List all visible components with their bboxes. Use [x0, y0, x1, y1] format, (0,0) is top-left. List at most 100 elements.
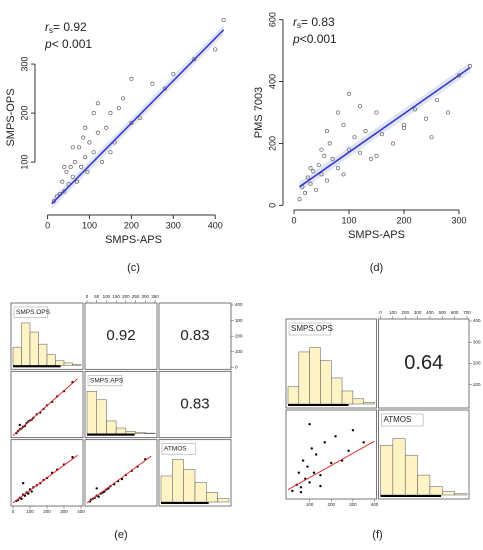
bottom-tick-label: 400: [371, 502, 379, 507]
point: [97, 495, 100, 498]
point: [291, 489, 294, 493]
x-tick-label: 300: [451, 215, 466, 225]
right-tick-label: 200: [235, 333, 243, 338]
point: [70, 145, 75, 150]
p-symbol: p: [44, 37, 52, 51]
top-tick-label: 200: [122, 294, 130, 299]
point: [335, 166, 341, 171]
hist-bar: [298, 351, 310, 405]
hist-bar: [172, 459, 184, 503]
x-tick-label: 100: [341, 215, 356, 225]
point: [308, 481, 311, 484]
point: [434, 98, 440, 103]
point: [301, 459, 305, 462]
hist-bar: [380, 444, 394, 496]
x-tick-label: 100: [82, 220, 97, 230]
top-tick-label: 350: [151, 294, 159, 299]
bottom-tick-label: 300: [349, 502, 357, 507]
x-tick-label: 200: [124, 220, 139, 230]
point: [71, 456, 74, 459]
top-tick-label: 200: [401, 310, 409, 315]
variable-label: SMPS.APS: [90, 377, 124, 384]
right-tick-label: 300: [235, 318, 243, 323]
stat-symbol: r: [293, 15, 298, 29]
x-axis-label: SMPS-APS: [105, 234, 162, 246]
hist-bar: [363, 402, 375, 405]
x-tick-label: 400: [208, 220, 223, 230]
rug: [13, 365, 61, 368]
y-axis-label: SMPS-OPS: [5, 88, 17, 146]
y-tick-label: 200: [19, 106, 29, 121]
point: [62, 189, 67, 194]
point: [390, 141, 396, 146]
hist-bar: [72, 364, 82, 366]
stat-subscript: s: [49, 26, 53, 35]
top-tick-label: 0: [379, 310, 382, 315]
top-tick-label: 100: [103, 294, 111, 299]
hist-bar: [194, 482, 207, 503]
point: [374, 153, 379, 158]
stat-symbol: r: [45, 20, 50, 34]
point: [221, 17, 226, 23]
point: [95, 130, 100, 135]
point: [79, 164, 84, 170]
correlation: 0.83: [180, 395, 209, 412]
hist-bar: [86, 391, 97, 434]
point: [362, 441, 365, 444]
point: [129, 120, 134, 125]
point: [347, 449, 350, 453]
y-tick-label: 0: [267, 203, 277, 208]
hist-bar: [454, 493, 468, 496]
variable-label: ATMOS: [164, 446, 187, 453]
point: [129, 76, 134, 81]
hist-bar: [135, 432, 146, 434]
p-value: < 0.001: [52, 37, 93, 51]
right-tick-label: 300: [473, 339, 481, 344]
top-tick-label: 500: [439, 310, 447, 315]
rug: [161, 502, 209, 504]
point: [299, 490, 303, 494]
point: [150, 81, 155, 86]
point: [83, 125, 88, 130]
panel: [10, 370, 84, 439]
variable-label: SMPS.OPS: [291, 324, 333, 333]
x-tick-label: 0: [291, 215, 296, 225]
point: [72, 160, 77, 165]
hist-bar: [392, 438, 406, 496]
top-tick-label: 150: [112, 294, 120, 299]
y-tick-label: 100: [19, 155, 29, 170]
rug: [380, 495, 442, 497]
y-tick-label: 300: [19, 57, 29, 72]
hist-bar: [442, 491, 455, 496]
hist-bar: [115, 427, 127, 434]
point: [116, 106, 121, 111]
top-tick-label: 300: [414, 310, 422, 315]
point: [74, 179, 79, 184]
point: [20, 497, 23, 501]
hist-bar: [145, 432, 156, 434]
point: [357, 104, 363, 109]
hist-bar: [183, 469, 196, 503]
hist-bar: [217, 498, 230, 503]
correlation: 0.92: [106, 327, 135, 344]
panel: [10, 302, 84, 370]
point: [335, 110, 341, 115]
point: [308, 166, 313, 171]
point: [374, 110, 379, 115]
point: [137, 115, 142, 121]
point: [327, 141, 332, 146]
point: [323, 441, 326, 444]
point: [330, 461, 333, 465]
hist-bar: [309, 347, 321, 405]
hist-bar: [404, 454, 418, 496]
stat-annotation: rs= 0.83: [293, 15, 335, 30]
hist-bar: [96, 399, 107, 434]
top-tick-label: 400: [426, 310, 434, 315]
top-tick-label: 0: [86, 294, 89, 299]
point: [308, 422, 311, 426]
point: [313, 187, 319, 192]
stat-value: = 0.92: [53, 20, 87, 34]
panel: [84, 439, 158, 507]
hist-bar: [38, 343, 48, 366]
